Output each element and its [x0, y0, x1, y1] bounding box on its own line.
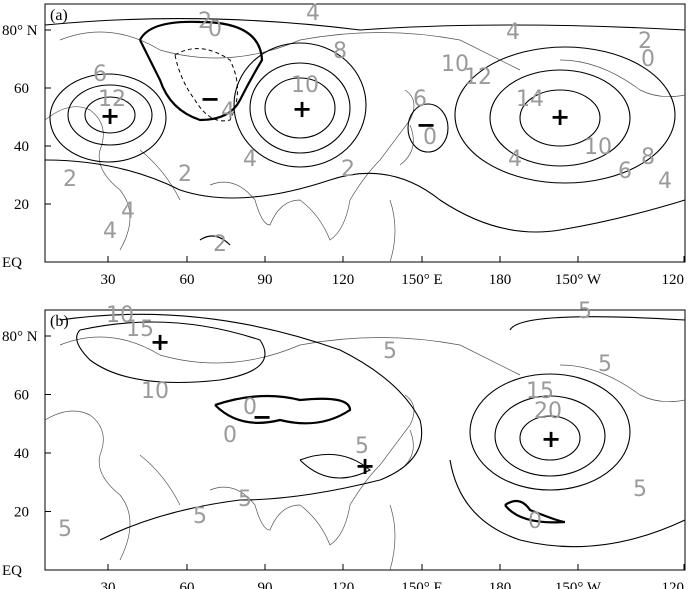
panel-frame — [44, 309, 686, 571]
contour-label: 12 — [464, 65, 492, 90]
coastlines — [44, 31, 686, 571]
center-sign: + — [355, 452, 375, 480]
x-tick-label: 60 — [180, 272, 195, 288]
y-tick-label: EQ — [2, 255, 22, 271]
center-sign: − — [252, 403, 272, 431]
x-tick-label: 150° E — [401, 272, 442, 288]
panel-label: (b) — [50, 313, 69, 330]
contour-label: 2 — [178, 162, 192, 187]
contours — [59, 313, 686, 548]
y-tick-label: 40 — [14, 139, 29, 155]
x-tick-label: 30 — [101, 272, 116, 288]
x-tick-label: 30 — [101, 580, 116, 589]
y-tick-label: 60 — [14, 388, 29, 404]
contour-label: 10 — [441, 52, 469, 77]
contour-label: 5 — [633, 477, 647, 502]
contour-label: 10 — [141, 379, 169, 404]
contour-label: 0 — [641, 47, 655, 72]
contour-label: 0 — [208, 17, 222, 42]
contour-label: 20 — [534, 399, 562, 424]
contour-label: 0 — [243, 395, 257, 420]
contour-label: 15 — [526, 379, 554, 404]
contour-label: 6 — [618, 159, 632, 184]
contour-label: 14 — [516, 87, 544, 112]
contour-label: 0 — [223, 423, 237, 448]
contour-label: 2 — [198, 9, 212, 34]
contour-label: 5 — [598, 352, 612, 377]
y-tick-label: 40 — [14, 446, 29, 462]
x-tick-label: 60 — [180, 580, 195, 589]
contours — [44, 18, 686, 246]
contour-label: 2 — [341, 157, 355, 182]
contour-label: 4 — [221, 99, 235, 124]
contour-label: 4 — [506, 20, 520, 45]
contour-label: 5 — [578, 299, 592, 324]
x-tick-label: 150° W — [555, 580, 602, 589]
contour-label: 2 — [213, 232, 227, 257]
contour-label: 4 — [103, 219, 117, 244]
contour-label: 4 — [243, 147, 257, 172]
center-sign: + — [150, 328, 170, 356]
contour-label: 4 — [121, 199, 135, 224]
center-sign: + — [292, 95, 312, 123]
panel-label: (a) — [50, 7, 68, 24]
contour-label: 0 — [423, 125, 437, 150]
x-tick-label: 120 — [662, 272, 685, 288]
y-tick-label: 80° N — [2, 329, 38, 345]
contour-label: 0 — [528, 509, 542, 534]
contour-label: 5 — [238, 487, 252, 512]
contour-label: 10 — [291, 73, 319, 98]
y-tick-label: 20 — [14, 197, 29, 213]
contour-label: 15 — [126, 317, 154, 342]
center-sign: + — [541, 425, 561, 453]
x-tick-label: 180 — [489, 580, 512, 589]
y-tick-label: 80° N — [2, 23, 38, 39]
center-sign: + — [550, 103, 570, 131]
contour-label: 4 — [508, 147, 522, 172]
contour-label: 5 — [383, 339, 397, 364]
center-sign: + — [100, 102, 120, 130]
contour-label: 5 — [193, 504, 207, 529]
contour-label: 10 — [584, 135, 612, 160]
x-tick-label: 150° W — [555, 272, 602, 288]
contour-label: 5 — [355, 434, 369, 459]
y-tick-label: 60 — [14, 81, 29, 97]
center-sign: − — [416, 111, 436, 139]
contour-label: 2 — [638, 29, 652, 54]
contour-label: 4 — [306, 1, 320, 26]
y-tick-label: EQ — [2, 563, 22, 579]
contour-label: 10 — [106, 303, 134, 328]
contour-label: 6 — [93, 62, 107, 87]
contour-label: 2 — [63, 167, 77, 192]
x-tick-label: 120 — [662, 580, 685, 589]
panel-frame — [44, 3, 686, 263]
x-tick-label: 150° E — [401, 580, 442, 589]
x-tick-label: 90 — [258, 580, 273, 589]
contour-label: 12 — [98, 87, 126, 112]
center-sign: − — [200, 85, 220, 113]
contour-label: 8 — [641, 145, 655, 170]
x-tick-label: 120 — [332, 272, 355, 288]
x-tick-label: 180 — [489, 272, 512, 288]
x-tick-label: 90 — [258, 272, 273, 288]
contour-label: 4 — [658, 169, 672, 194]
contour-label: 5 — [58, 517, 72, 542]
contour-label: 8 — [333, 39, 347, 64]
x-tick-label: 120 — [332, 580, 355, 589]
contour-label: 6 — [413, 87, 427, 112]
y-tick-label: 20 — [14, 505, 29, 521]
